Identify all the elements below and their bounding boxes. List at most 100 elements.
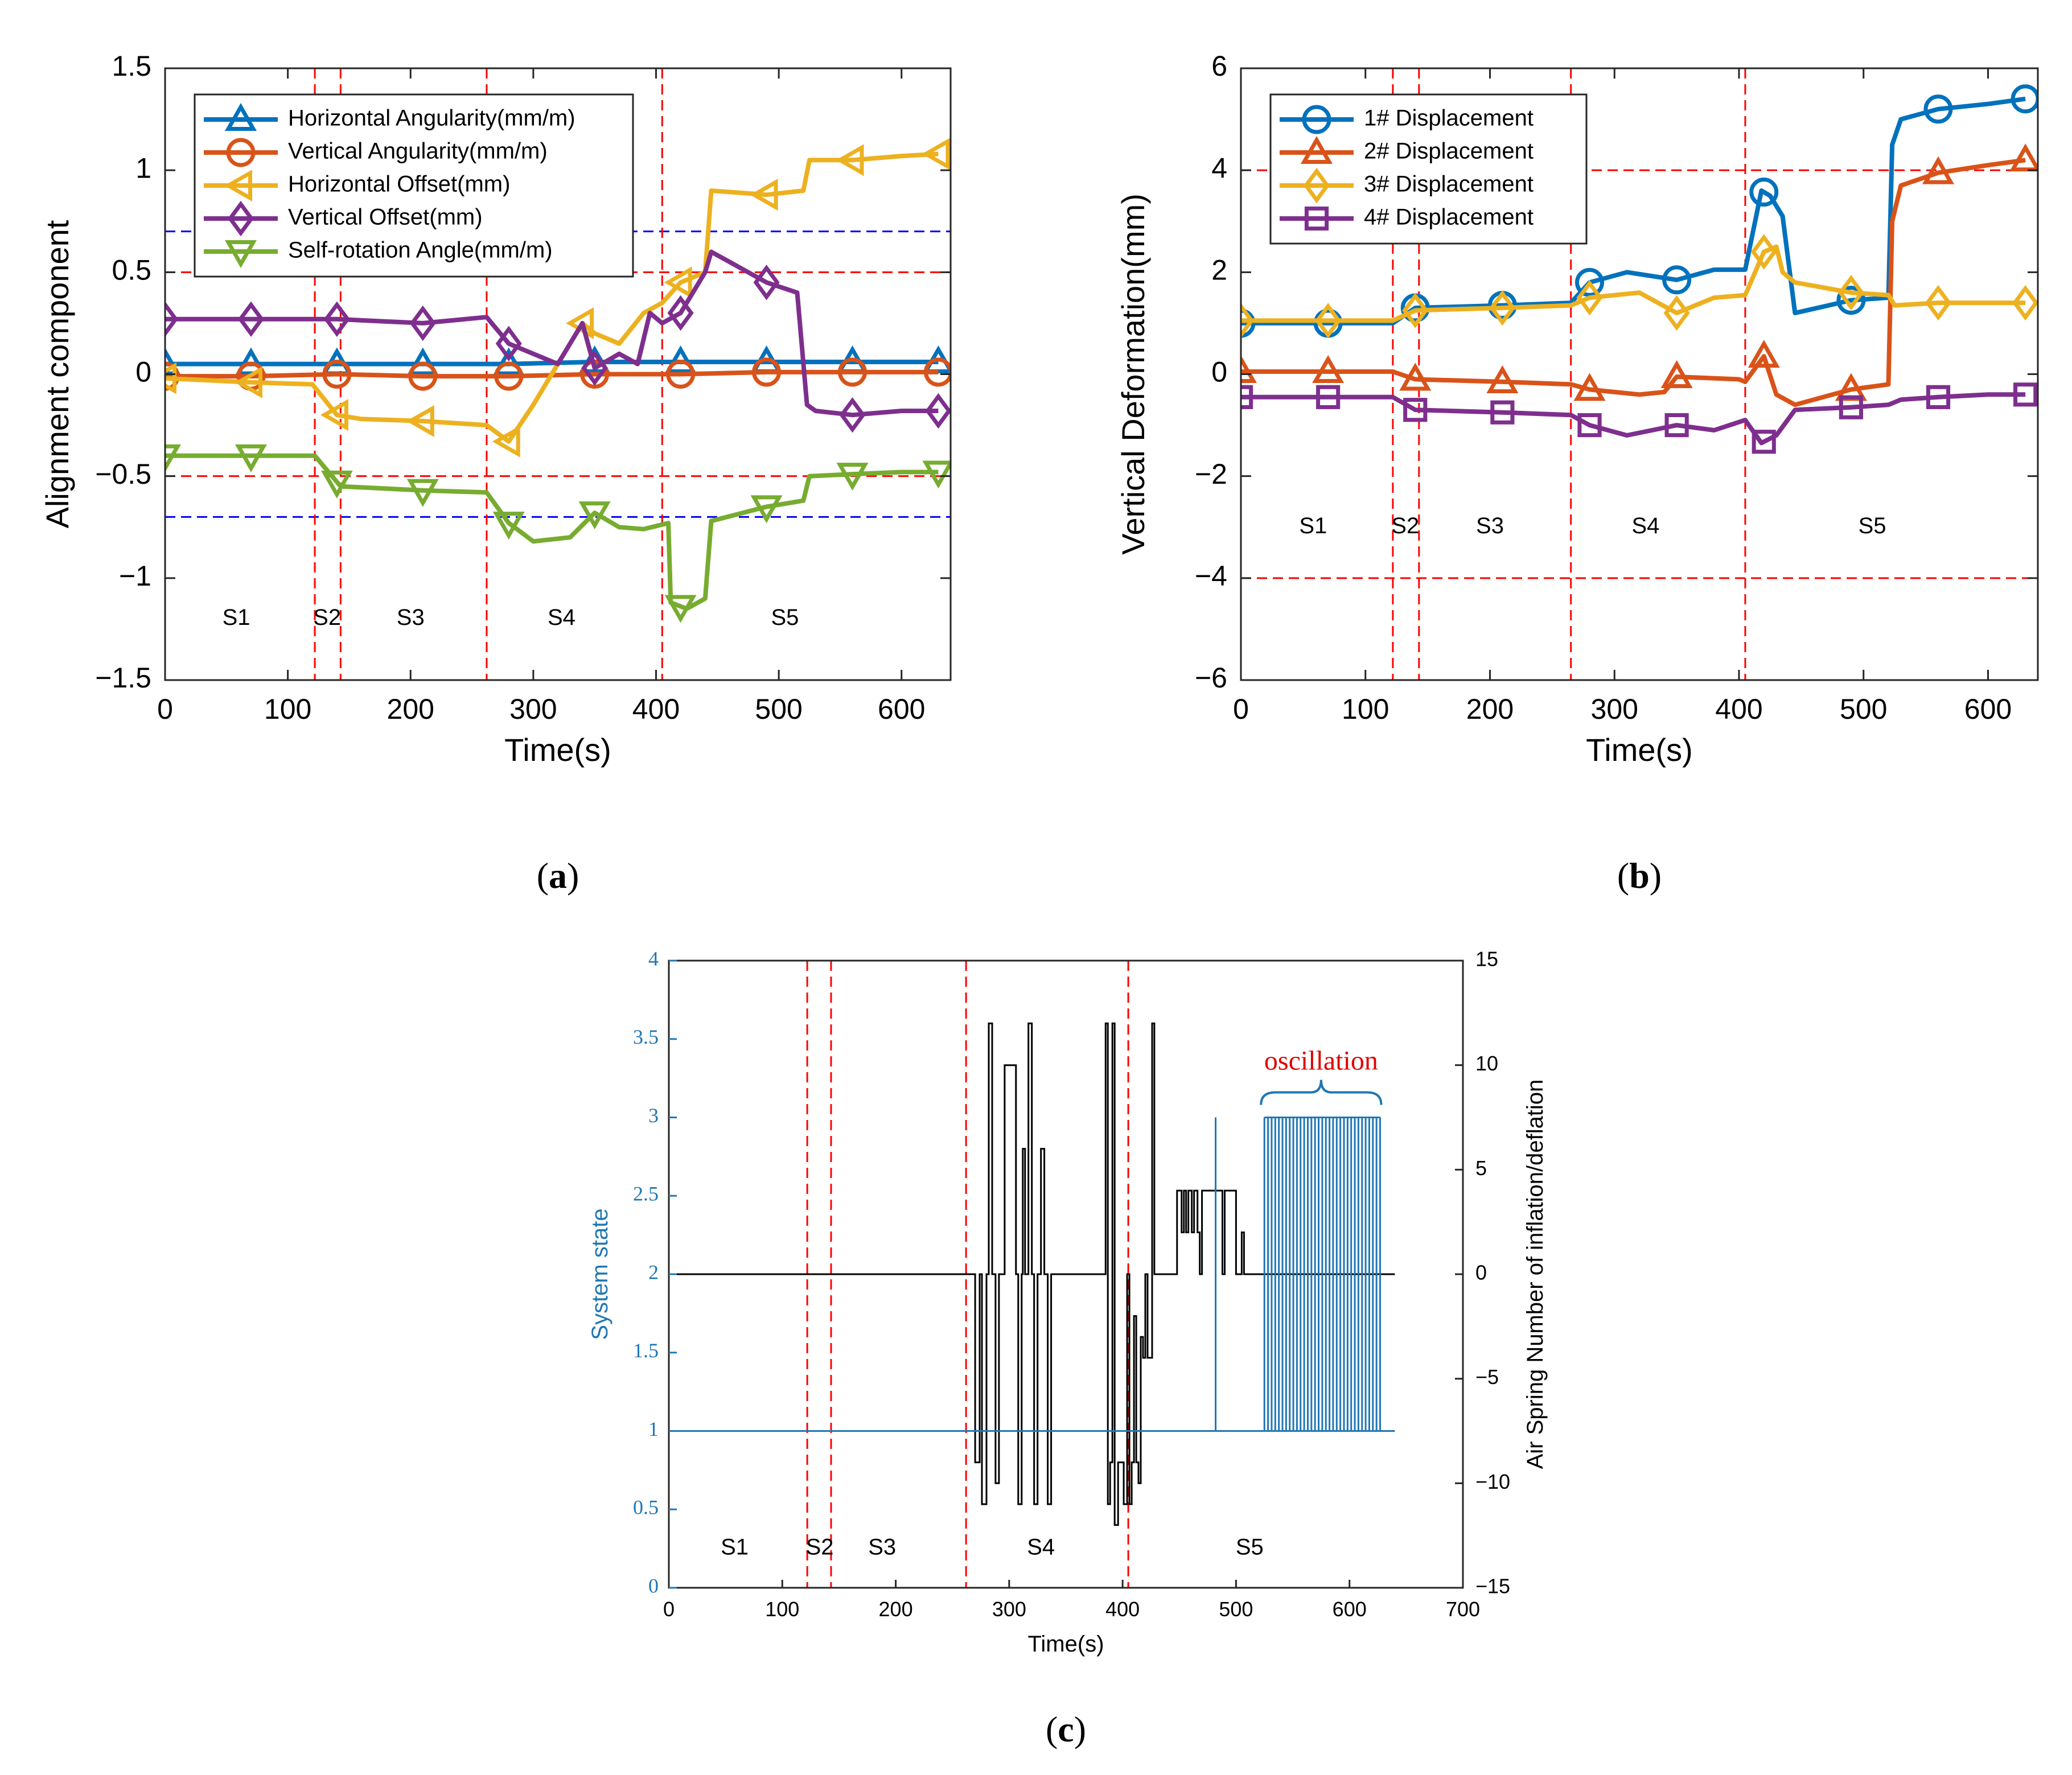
caption-letter: c [1058,1709,1074,1749]
y-tick-label-left: 1 [648,1418,659,1440]
legend-swatch-marker [226,138,256,167]
series-marker-2 [1922,156,1955,184]
legend-entry: Vertical Angularity(mm/m) [288,139,548,164]
y-tick-label-right: −15 [1475,1575,1510,1598]
series-marker-5 [165,444,182,472]
y-tick-label-right: 5 [1475,1156,1487,1180]
series-marker-2 [1312,355,1345,384]
x-tick-label: 0 [663,1597,675,1621]
y-tick-label: 2 [1211,254,1227,286]
series-marker-5 [750,495,783,524]
series-marker-1 [1749,178,1779,207]
series-marker-1 [1836,286,1866,315]
y-axis-label: Alignment component [39,220,75,528]
series-marker-5 [578,501,611,530]
series-marker-3 [320,399,348,431]
series-marker-1 [664,345,697,373]
series-marker-2 [408,361,438,391]
x-tick-label: 500 [1840,693,1887,725]
series-marker-2 [1486,365,1519,393]
series-line-4 [1241,392,2026,446]
y-tick-label: −1.5 [95,662,151,694]
series-line-3 [1241,244,2026,323]
y-tick-label: −6 [1195,662,1227,694]
caption-paren: ) [1650,855,1662,896]
stage-label: S2 [806,1535,834,1560]
series-marker-2 [322,360,352,389]
x-tick-label: 200 [1466,693,1514,725]
caption-paren: ( [1617,855,1629,896]
stage-label: S4 [1631,513,1659,538]
series-marker-3 [2012,285,2038,321]
x-tick-label: 100 [765,1597,799,1621]
series-marker-1 [1662,265,1692,295]
series-marker-3 [1925,285,1952,321]
series-line-2 [1241,158,2026,407]
series-marker-4 [409,305,436,341]
panel-caption: (b) [1617,855,1662,896]
legend-swatch-marker [224,240,257,269]
series-marker-1 [406,347,439,376]
x-tick-label: 400 [632,693,680,725]
stage-label: S3 [397,605,425,630]
legend-swatch-marker [224,102,257,131]
y-tick-label-left: 2.5 [633,1183,659,1205]
series-marker-4 [2013,382,2038,407]
series-marker-4 [1241,385,1253,409]
series-marker-1 [492,347,525,376]
y-tick-label-left: 0.5 [633,1496,659,1519]
y-axis-label: Vertical Deformation(mm) [1115,193,1151,555]
x-axis-label: Time(s) [1586,732,1693,768]
x-tick-label: 0 [1233,693,1249,725]
stage-label: S4 [548,605,575,630]
panel-caption: (c) [1046,1709,1086,1749]
x-tick-label: 100 [264,693,311,725]
y-axis-label-left: System state [587,1208,612,1340]
y-tick-label: −2 [1195,458,1227,490]
series-marker-2 [666,360,696,389]
stage-label: S2 [313,605,341,630]
y-tick-label-left: 2 [648,1261,659,1283]
y-tick-label: 6 [1211,50,1227,82]
series-line-4 [165,249,939,418]
legend-swatch-marker [1303,167,1330,204]
series-marker-4 [237,301,264,337]
stage-label: S3 [1476,513,1504,538]
x-axis-label: Time(s) [504,732,611,768]
legend-entry: Vertical Offset(mm) [288,205,483,230]
legend-entry: Horizontal Offset(mm) [288,172,510,197]
series-marker-4 [581,350,608,386]
series-marker-1 [1923,94,1953,124]
x-tick-label: 600 [878,693,925,725]
y-tick-label: 0 [1211,356,1227,388]
panel-b: S1 S2 S3 S4 S5 0 100 200 300 400 500 600 −6 −4 −2 0 2 4 6 T… [1115,50,2039,896]
caption-paren: ) [1074,1709,1086,1749]
series-marker-5 [836,463,869,491]
series-marker-3 [1750,234,1777,270]
series-marker-3 [406,405,434,437]
stage-label: S1 [721,1535,749,1560]
y-tick-label: −4 [1195,560,1227,592]
series-marker-4 [1316,385,1341,409]
series-marker-1 [2011,84,2038,114]
inflation-deflation-line [669,1022,1395,1526]
series-marker-5 [235,444,267,472]
y-tick-label-left: 0 [648,1574,659,1597]
series-marker-2 [2009,143,2038,172]
x-tick-label: 200 [879,1597,913,1621]
y-tick-label-right: 10 [1475,1052,1498,1075]
stage-label: S4 [1027,1535,1055,1560]
y-tick-label: 0.5 [112,254,151,286]
caption-letter: a [549,855,567,896]
x-tick-label: 300 [992,1597,1026,1621]
x-tick-label: 700 [1446,1597,1480,1621]
series-marker-5 [922,460,951,489]
legend-entry: 1# Displacement [1364,106,1534,131]
x-tick-label: 400 [1715,693,1762,725]
y-tick-label-left: 1.5 [633,1339,659,1362]
stage-label: S5 [771,605,799,630]
series-marker-5 [492,512,525,540]
series-marker-4 [753,265,780,300]
